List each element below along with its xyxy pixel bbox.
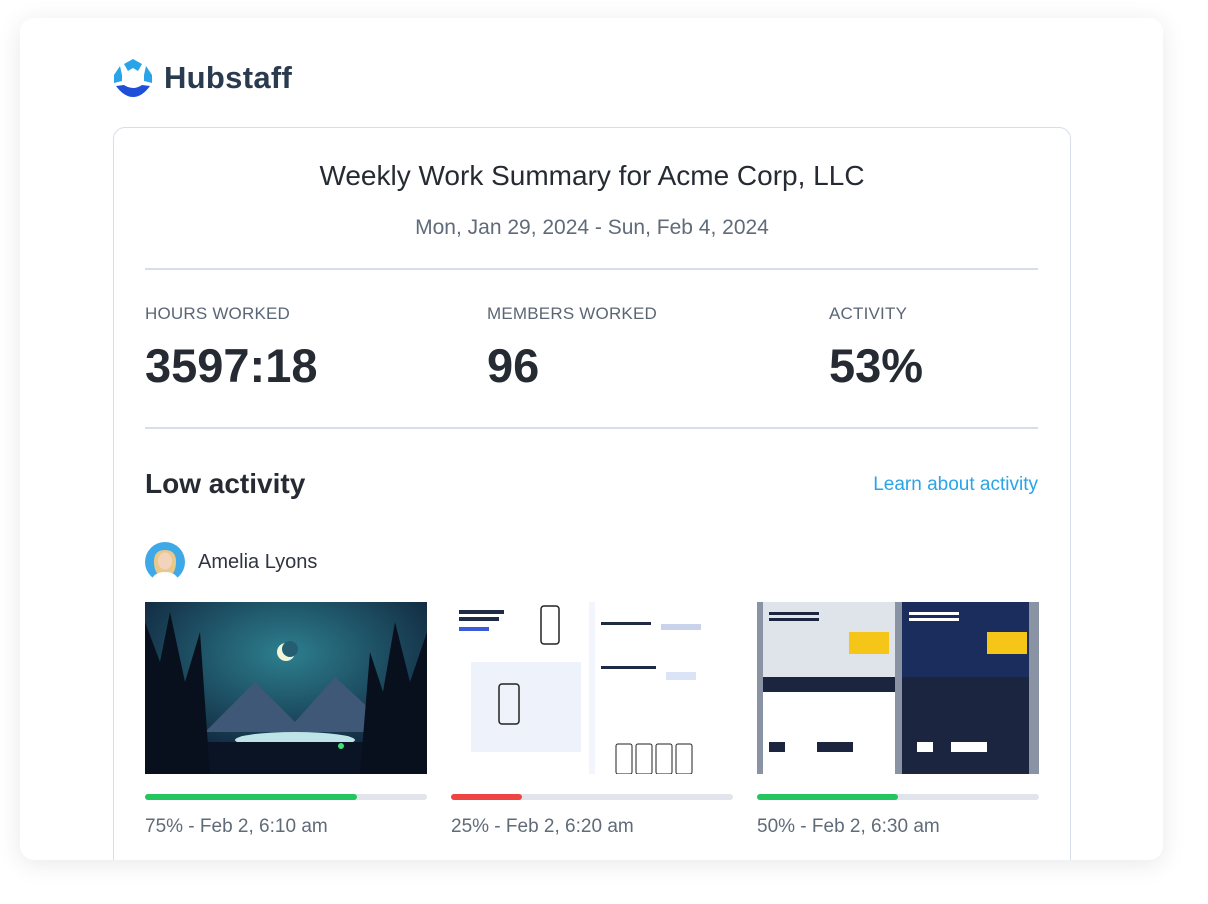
summary-title: Weekly Work Summary for Acme Corp, LLC	[319, 160, 865, 191]
member: Amelia Lyons	[145, 542, 317, 582]
activity-track	[451, 794, 733, 800]
brand-name: Hubstaff	[164, 60, 293, 95]
email-container: Hubstaff Weekly Work Summary for Acme Co…	[20, 18, 1163, 860]
divider	[145, 268, 1038, 270]
stat: HOURS WORKED 3597:18	[145, 304, 318, 393]
screenshot-image	[145, 602, 427, 774]
stat: ACTIVITY 53%	[829, 304, 923, 393]
date-range: Mon, Jan 29, 2024 - Sun, Feb 4, 2024	[415, 216, 769, 239]
stat-label: MEMBERS WORKED	[487, 304, 657, 323]
activity-track	[757, 794, 1039, 800]
section-title: Low activity	[145, 468, 306, 499]
logo-icon	[114, 59, 152, 97]
avatar	[145, 542, 185, 582]
learn-link[interactable]: Learn about activity	[873, 474, 1038, 495]
screenshot[interactable]: 25% - Feb 2, 6:20 am	[451, 602, 733, 838]
activity-bar	[757, 794, 898, 800]
screenshot[interactable]: 75% - Feb 2, 6:10 am	[145, 602, 427, 838]
screenshot-caption: 50% - Feb 2, 6:30 am	[757, 816, 940, 837]
summary-card: Weekly Work Summary for Acme Corp, LLC M…	[113, 127, 1071, 860]
screenshot-image	[757, 602, 1039, 774]
member-name: Amelia Lyons	[198, 550, 318, 573]
stat: MEMBERS WORKED 96	[487, 304, 657, 393]
activity-bar	[451, 794, 522, 800]
stat-value: 53%	[829, 339, 924, 392]
logo: Hubstaff	[112, 58, 292, 98]
screenshot-caption: 75% - Feb 2, 6:10 am	[145, 816, 328, 837]
screenshot-image	[451, 602, 733, 774]
screenshot[interactable]: 50% - Feb 2, 6:30 am	[757, 602, 1039, 838]
activity-bar	[145, 794, 357, 800]
divider	[145, 427, 1038, 429]
stat-value: 96	[487, 339, 540, 392]
activity-track	[145, 794, 427, 800]
stat-label: HOURS WORKED	[145, 304, 291, 323]
screenshot-caption: 25% - Feb 2, 6:20 am	[451, 816, 634, 837]
stat-label: ACTIVITY	[829, 304, 908, 323]
stat-value: 3597:18	[145, 339, 318, 392]
